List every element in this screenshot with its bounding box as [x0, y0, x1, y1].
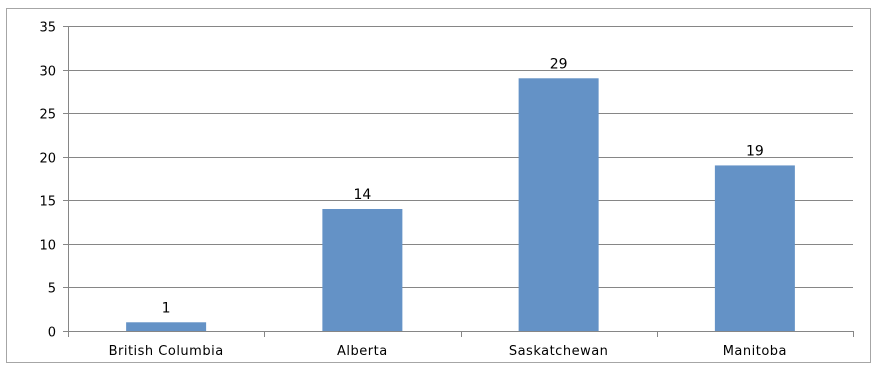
y-tick-label: 35 — [39, 21, 56, 36]
data-label: 1 — [162, 300, 171, 316]
x-category-label: Saskatchewan — [509, 344, 609, 359]
y-tick-label: 30 — [39, 65, 56, 80]
data-label: 19 — [746, 143, 764, 159]
x-category-label: British Columbia — [109, 344, 224, 359]
bar — [518, 78, 599, 332]
bar — [714, 165, 795, 331]
y-tick-label: 15 — [39, 195, 56, 210]
data-label: 14 — [353, 187, 371, 203]
y-tick-label: 25 — [39, 108, 56, 123]
y-tick-label: 0 — [48, 326, 56, 341]
y-tick-label: 5 — [48, 282, 56, 297]
bar — [322, 209, 403, 331]
axes — [63, 26, 854, 337]
y-tick-label: 20 — [39, 152, 56, 167]
y-axis-tick-labels: 0 5 10 15 20 25 30 35 — [39, 21, 56, 341]
data-label: 29 — [550, 56, 568, 72]
x-category-label: Alberta — [337, 344, 388, 359]
data-labels: 1 14 29 19 — [162, 56, 764, 316]
x-category-label: Manitoba — [723, 344, 787, 359]
bar — [126, 322, 207, 331]
x-axis-category-labels: British Columbia Alberta Saskatchewan Manit… — [109, 344, 787, 359]
bars — [126, 78, 795, 332]
y-tick-label: 10 — [39, 239, 56, 254]
